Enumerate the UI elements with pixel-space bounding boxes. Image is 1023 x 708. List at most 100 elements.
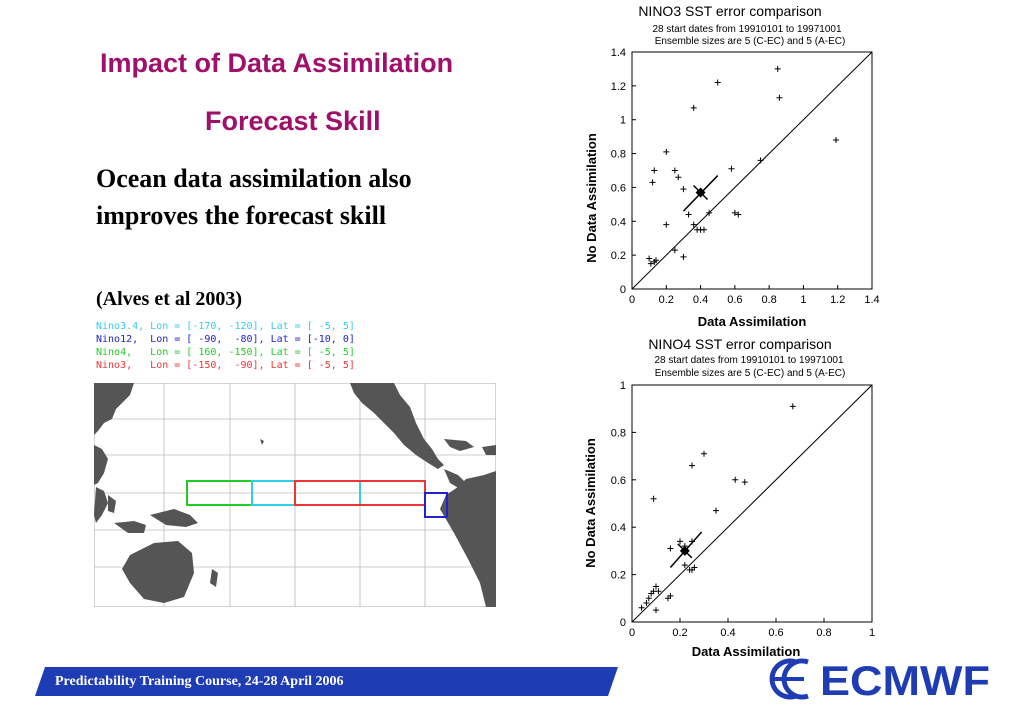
chart-title: NINO3 SST error comparison [638, 3, 821, 19]
plot-frame [631, 384, 873, 623]
chart-subtitle-2: Ensemble sizes are 5 (C-EC) and 5 (A-EC) [655, 368, 846, 379]
data-point [663, 221, 670, 228]
nino4-scatter-chart: NINO4 SST error comparison 28 start date… [583, 336, 875, 659]
data-point [789, 403, 796, 410]
x-tick-label: 0.8 [761, 294, 776, 306]
plot-marks: 0 0.2 0.4 0.6 0.8 1 0 0.2 0.4 0.6 0.8 1 [611, 380, 875, 639]
data-point [653, 607, 659, 614]
x-tick-label: 0.8 [816, 627, 831, 639]
chart-subtitle-2: Ensemble sizes are 5 (C-EC) and 5 (A-EC) [655, 36, 846, 47]
x-tick-label: 0.2 [659, 294, 674, 306]
data-point [649, 179, 656, 186]
slide-subtitle: Forecast Skill [205, 106, 381, 136]
data-point [645, 595, 652, 602]
y-axis-label: No Data Assimilation [583, 438, 598, 568]
chart-title: NINO4 SST error comparison [648, 336, 831, 352]
x-tick-label: 0 [629, 294, 635, 306]
footer-text: Predictability Training Course, 24-28 Ap… [55, 674, 344, 689]
y-tick-label: 1.4 [611, 47, 626, 59]
x-tick-label: 1 [869, 627, 875, 639]
citation: (Alves et al 2003) [96, 288, 243, 310]
data-point [714, 79, 721, 86]
x-tick-label: 1.2 [830, 294, 845, 306]
data-point [728, 165, 735, 172]
data-point [681, 562, 688, 569]
y-tick-label: 0.8 [611, 149, 626, 161]
data-point [663, 148, 670, 155]
data-point [735, 211, 742, 218]
data-point [691, 564, 698, 571]
data-point [667, 592, 674, 599]
y-tick-label: 1 [620, 380, 626, 392]
y-tick-label: 0.4 [611, 522, 626, 534]
y-tick-label: 1.2 [611, 81, 626, 93]
x-tick-label: 0.4 [720, 627, 735, 639]
legend-nino34: Nino3.4, Lon = [-170, -120], Lat = [ -5,… [96, 321, 355, 332]
data-point [655, 588, 662, 595]
x-tick-label: 1.4 [864, 294, 879, 306]
data-point [690, 104, 697, 111]
x-tick-label: 0.2 [672, 627, 687, 639]
x-tick-label: 0.6 [768, 627, 783, 639]
data-point [651, 167, 658, 174]
plot-frame [631, 51, 873, 290]
data-point [689, 462, 695, 469]
y-tick-label: 0.8 [611, 427, 626, 439]
nino-regions [186, 480, 448, 518]
data-point [690, 221, 697, 228]
data-point [643, 600, 650, 607]
data-point [833, 137, 839, 144]
data-point [653, 257, 659, 264]
x-axis-label: Data Assimilation [692, 644, 801, 659]
diagonal-line [631, 51, 873, 290]
y-tick-label: 0.4 [611, 216, 626, 228]
x-tick-label: 0 [629, 627, 635, 639]
legend-nino4: Nino4, Lon = [ 160, -150], Lat = [ -5, 5… [96, 347, 355, 358]
x-tick-label: 1 [800, 294, 806, 306]
data-point [646, 255, 653, 262]
nino3-scatter-chart: NINO3 SST error comparison 28 start date… [584, 3, 880, 329]
diagonal-line [631, 384, 873, 623]
data-point [638, 604, 645, 611]
data-point [741, 479, 748, 486]
data-point [667, 545, 674, 552]
pacific-map [94, 383, 496, 607]
legend-nino12: Nino12, Lon = [ -90, -80], Lat = [-10, 0… [96, 334, 355, 345]
y-tick-label: 0.6 [611, 475, 626, 487]
data-point [757, 157, 764, 164]
data-point [713, 507, 719, 514]
data-point [650, 495, 657, 502]
data-point [701, 450, 707, 457]
data-point [685, 211, 692, 218]
nino12-box [424, 492, 448, 518]
mean-cross [677, 543, 693, 559]
data-point [675, 174, 682, 181]
data-point [732, 476, 739, 483]
data-point [680, 186, 687, 193]
data-point [776, 94, 783, 101]
data-point [653, 583, 659, 590]
footer-bar [35, 667, 618, 696]
y-tick-label: 0.6 [611, 182, 626, 194]
chart-subtitle-1: 28 start dates from 19910101 to 19971001 [652, 24, 841, 35]
y-axis-label: No Data Assimilation [584, 133, 599, 263]
y-tick-label: 0 [620, 617, 626, 629]
x-tick-label: 0.4 [693, 294, 708, 306]
data-point [647, 260, 654, 267]
data-point [680, 253, 687, 260]
data-point [774, 65, 781, 72]
x-axis-label: Data Assimilation [698, 314, 807, 329]
y-tick-label: 0.2 [611, 250, 626, 262]
y-tick-label: 0.2 [611, 570, 626, 582]
plot-marks: 0 0.2 0.4 0.6 0.8 1 1.2 1.4 0 0.2 0.4 0.6 0.8 1 1.2 1.4 [611, 47, 880, 306]
chart-subtitle-1: 28 start dates from 19910101 to 19971001 [654, 355, 843, 366]
y-tick-label: 1 [620, 115, 626, 127]
data-point [731, 209, 738, 216]
legend-nino3: Nino3, Lon = [-150, -90], Lat = [ -5, 5] [96, 360, 355, 371]
x-tick-label: 0.6 [727, 294, 742, 306]
y-tick-label: 0 [620, 284, 626, 296]
ecmwf-logo: ECMWF [769, 657, 990, 704]
map-land [94, 383, 496, 607]
data-point [671, 167, 678, 174]
body-text: Ocean data assimilation also improves th… [96, 164, 412, 230]
